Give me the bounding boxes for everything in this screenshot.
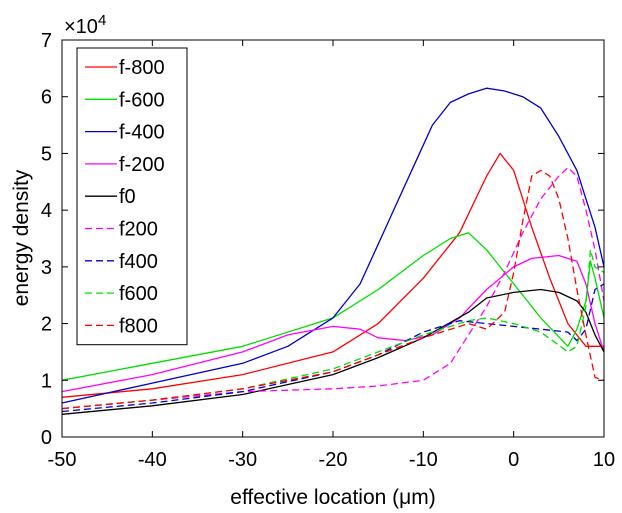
x-tick-label: -40 — [138, 449, 167, 471]
series-line-f-800 — [61, 152, 604, 398]
legend-label-f400: f400 — [119, 251, 158, 273]
y-tick-label: 3 — [41, 257, 52, 279]
y-axis-label: energy density — [10, 169, 33, 306]
x-tick-label: -50 — [48, 449, 77, 471]
y-axis: 0 1 2 3 4 5 6 7 — [41, 30, 604, 449]
legend-label-f600: f600 — [119, 283, 158, 305]
y-tick-label: 5 — [41, 143, 52, 165]
x-axis-label: effective location (μm) — [230, 486, 435, 509]
y-exponent-base: ×10 — [64, 16, 98, 38]
legend-label-f200: f200 — [119, 219, 158, 241]
legend-label-f-200: f-200 — [119, 154, 165, 176]
y-tick-label: 1 — [41, 370, 52, 392]
legend-label-f0: f0 — [119, 186, 136, 208]
x-tick-label: 0 — [508, 449, 519, 471]
y-tick-label: 7 — [41, 30, 52, 52]
x-tick-label: -10 — [409, 449, 438, 471]
legend-label-f800: f800 — [119, 315, 158, 337]
y-tick-label: 4 — [41, 200, 52, 222]
series-line-f600 — [61, 249, 605, 410]
series-line-f-200 — [61, 254, 605, 393]
x-tick-label: 10 — [593, 449, 615, 471]
x-axis: -50 -40 -30 -20 -10 0 10 — [48, 40, 615, 471]
series-lines — [61, 87, 605, 415]
series-line-f-400 — [61, 87, 605, 404]
series-line-f800 — [61, 169, 605, 410]
series-line-f200 — [61, 166, 605, 410]
series-line-f0 — [61, 288, 605, 415]
legend: f-800 f-600 f-400 f-200 f0 f200 f400 f600 f800 — [76, 47, 188, 346]
legend-label-f-400: f-400 — [119, 122, 165, 144]
legend-label-f-800: f-800 — [119, 57, 165, 79]
y-tick-label: 6 — [41, 87, 52, 109]
y-exponent-power: 4 — [98, 12, 106, 29]
legend-label-f-600: f-600 — [119, 89, 165, 111]
y-tick-label: 0 — [41, 427, 52, 449]
x-tick-label: -30 — [228, 449, 257, 471]
series-line-f400 — [61, 283, 605, 413]
y-exponent-label: ×104 — [64, 12, 106, 38]
y-tick-label: 2 — [41, 314, 52, 336]
x-tick-label: -20 — [319, 449, 348, 471]
